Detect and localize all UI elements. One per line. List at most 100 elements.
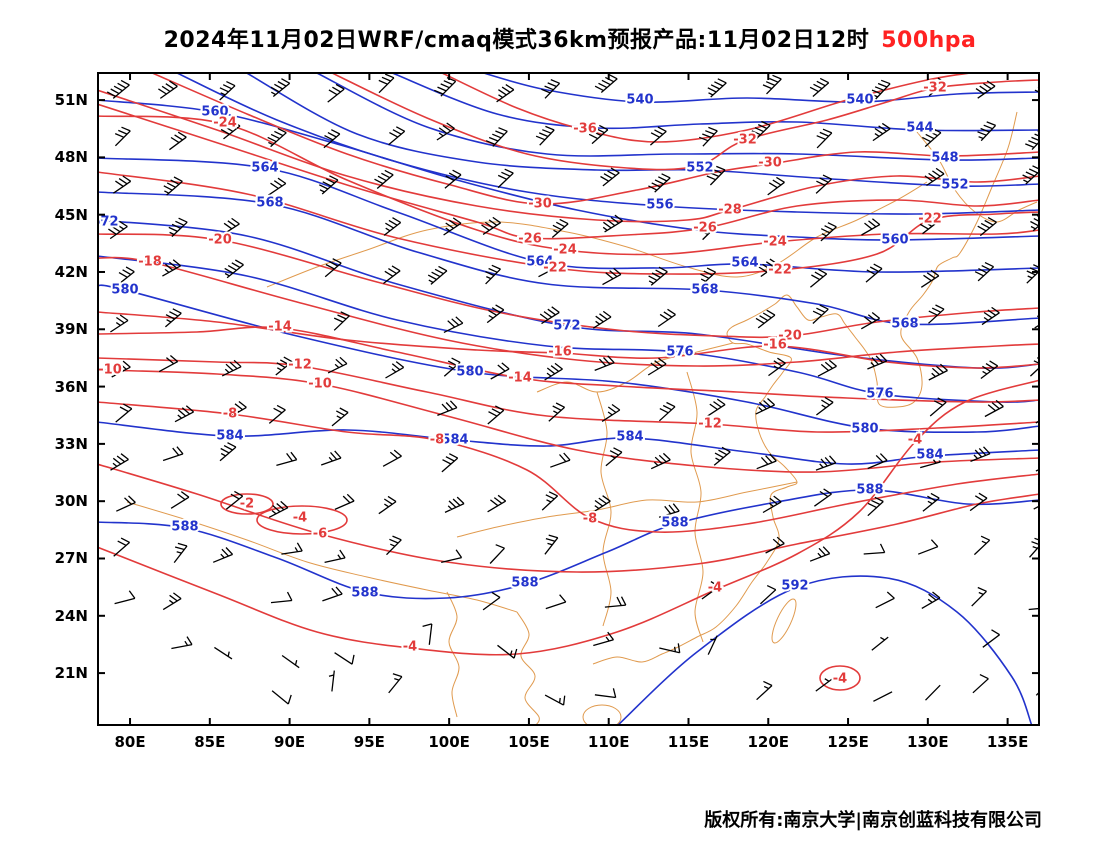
- svg-text:564: 564: [731, 256, 758, 271]
- y-axis-label: 39N: [54, 320, 88, 339]
- svg-text:-16: -16: [763, 338, 787, 353]
- svg-text:588: 588: [171, 520, 198, 535]
- svg-text:568: 568: [891, 317, 918, 332]
- svg-text:564: 564: [526, 255, 553, 270]
- x-axis-label: 115E: [667, 733, 710, 751]
- temperature-contours-layer: [96, 71, 1041, 656]
- svg-text:-32: -32: [733, 133, 757, 148]
- y-axis-label: 33N: [54, 434, 88, 453]
- x-axis-label: 130E: [907, 733, 949, 751]
- svg-text:572: 572: [553, 319, 580, 334]
- y-axis-label: 45N: [54, 205, 88, 224]
- svg-text:540: 540: [626, 93, 653, 108]
- svg-text:-4: -4: [908, 433, 922, 448]
- svg-text:580: 580: [851, 422, 878, 437]
- svg-text:-14: -14: [268, 320, 292, 335]
- svg-text:556: 556: [646, 198, 673, 213]
- svg-text:544: 544: [906, 121, 933, 136]
- svg-text:-14: -14: [508, 371, 532, 386]
- svg-text:-4: -4: [403, 640, 417, 655]
- svg-text:568: 568: [691, 283, 718, 298]
- y-axis-label: 42N: [54, 262, 88, 281]
- svg-text:576: 576: [666, 345, 693, 360]
- svg-text:-4: -4: [833, 672, 847, 687]
- svg-text:560: 560: [201, 105, 228, 120]
- y-axis-label: 21N: [54, 664, 88, 683]
- svg-text:-36: -36: [573, 122, 597, 137]
- svg-text:-16: -16: [548, 345, 572, 360]
- svg-text:560: 560: [881, 233, 908, 248]
- x-axis-label: 85E: [194, 733, 226, 751]
- weather-map: 540 540 544 548 552 552 556 560 560 564 564 564 568 5…: [89, 71, 1056, 730]
- x-axis-label: 90E: [274, 733, 306, 751]
- chart-title: 2024年11月02日WRF/cmaq模式36km预报产品:11月02日12时 5…: [40, 22, 1100, 54]
- y-axis-label: 36N: [54, 377, 88, 396]
- closed-loops-layer: [220, 493, 861, 691]
- x-axis-label: 95E: [353, 733, 385, 751]
- chart-title-level: 500hpa: [881, 28, 977, 53]
- svg-text:580: 580: [456, 365, 483, 380]
- svg-text:-4: -4: [708, 581, 722, 596]
- svg-text:-22: -22: [918, 212, 942, 227]
- x-axis-label: 105E: [508, 733, 550, 751]
- svg-text:-24: -24: [763, 235, 787, 250]
- svg-text:-24: -24: [213, 116, 237, 131]
- svg-text:-30: -30: [758, 156, 782, 171]
- svg-text:-10: -10: [98, 363, 122, 378]
- x-axis-label: 100E: [428, 733, 470, 751]
- svg-text:552: 552: [686, 161, 713, 176]
- svg-text:-22: -22: [543, 261, 567, 276]
- svg-text:-22: -22: [768, 263, 792, 278]
- x-axis-label: 135E: [986, 733, 1029, 751]
- y-axis-label: 27N: [54, 549, 88, 568]
- svg-text:-24: -24: [553, 243, 577, 258]
- svg-text:-20: -20: [208, 233, 232, 248]
- svg-text:-6: -6: [313, 527, 327, 542]
- svg-text:-30: -30: [528, 197, 552, 212]
- svg-text:584: 584: [216, 429, 243, 444]
- height-contours-layer: [96, 71, 1041, 727]
- svg-text:-26: -26: [518, 232, 542, 247]
- svg-text:588: 588: [661, 516, 688, 531]
- svg-text:-28: -28: [718, 203, 742, 218]
- svg-text:-18: -18: [138, 255, 162, 270]
- svg-text:-8: -8: [223, 407, 237, 422]
- svg-text:584: 584: [441, 433, 468, 448]
- svg-text:-12: -12: [288, 358, 312, 373]
- y-axis-label: 48N: [54, 148, 88, 167]
- x-axis-label: 120E: [747, 733, 790, 751]
- y-axis-label: 24N: [54, 606, 88, 625]
- svg-text:-8: -8: [583, 512, 597, 527]
- svg-text:540: 540: [846, 93, 873, 108]
- svg-text:564: 564: [251, 161, 278, 176]
- x-axis-label: 125E: [827, 733, 869, 751]
- svg-text:580: 580: [111, 283, 138, 298]
- svg-text:588: 588: [856, 483, 883, 498]
- temperature-contour-labels: -36-32-32-30-30-28-26-26-24-24-24-22-22-…: [96, 79, 949, 689]
- svg-text:576: 576: [866, 387, 893, 402]
- svg-text:588: 588: [351, 586, 378, 601]
- svg-text:548: 548: [931, 151, 958, 166]
- svg-text:-12: -12: [698, 417, 722, 432]
- y-axis-label: 51N: [54, 91, 88, 110]
- svg-text:588: 588: [511, 576, 538, 591]
- svg-text:-4: -4: [293, 511, 307, 526]
- chart-title-main: 2024年11月02日WRF/cmaq模式36km预报产品:11月02日12时: [163, 28, 870, 53]
- svg-text:-32: -32: [923, 81, 947, 96]
- svg-text:568: 568: [256, 196, 283, 211]
- svg-text:-20: -20: [778, 329, 802, 344]
- copyright-text: 版权所有:南京大学|南京创蓝科技有限公司: [704, 810, 1042, 831]
- svg-text:-10: -10: [308, 377, 332, 392]
- map-border: [97, 72, 1040, 726]
- svg-text:584: 584: [616, 430, 643, 445]
- x-axis-label: 80E: [114, 733, 146, 751]
- height-contour-labels: 540 540 544 548 552 552 556 560 560 564 564 564 568 5…: [89, 91, 970, 603]
- svg-text:572: 572: [97, 215, 119, 230]
- svg-text:552: 552: [941, 178, 968, 193]
- svg-text:-8: -8: [430, 433, 444, 448]
- svg-text:-2: -2: [240, 497, 254, 512]
- y-axis-label: 30N: [54, 492, 88, 511]
- svg-text:-26: -26: [693, 221, 717, 236]
- svg-text:592: 592: [781, 579, 808, 594]
